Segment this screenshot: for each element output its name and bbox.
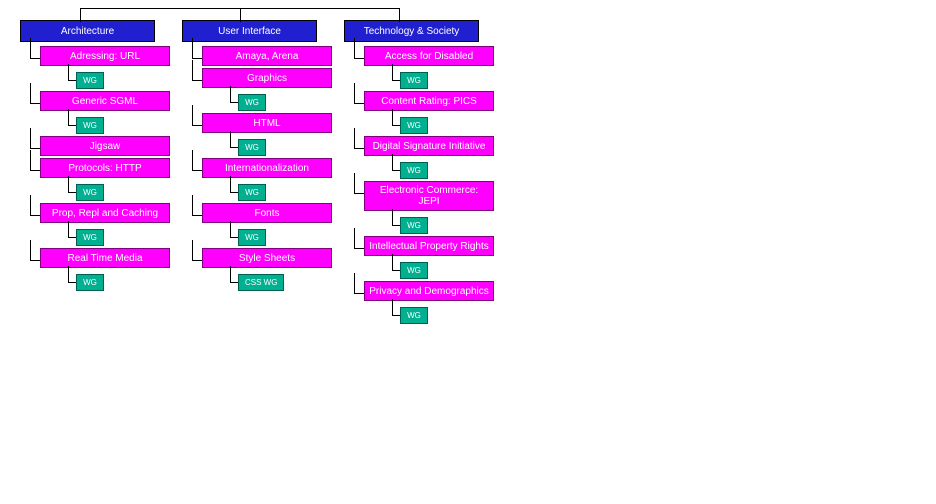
item-box: Graphics	[202, 68, 332, 88]
item-box: Protocols: HTTP	[40, 158, 170, 178]
sub-box: WG	[238, 184, 266, 201]
sub-node: WG	[384, 160, 494, 179]
tree-item: Electronic Commerce: JEPI WG	[344, 181, 494, 234]
sub-box: WG	[76, 117, 104, 134]
items-list: Amaya, ArenaGraphicsWGHTMLWGInternationa…	[182, 46, 332, 291]
tree-item: Graphics WG	[182, 68, 332, 111]
item-box: Privacy and Demographics	[364, 281, 494, 301]
column-header: Technology & Society	[344, 20, 479, 42]
item-box: Generic SGML	[40, 91, 170, 111]
column-header: Architecture	[20, 20, 155, 42]
sub-node: WG	[222, 182, 332, 201]
column-2: Technology & Society Access for Disabled W…	[344, 20, 494, 324]
org-tree-diagram: ArchitectureAdressing: URLWGGeneric SGML…	[0, 0, 936, 324]
column-0: ArchitectureAdressing: URLWGGeneric SGML…	[20, 20, 170, 324]
item-box: Fonts	[202, 203, 332, 223]
item-box: Content Rating: PICS	[364, 91, 494, 111]
sub-box: WG	[76, 72, 104, 89]
tree-item: Real Time Media WG	[20, 248, 170, 291]
sub-node: WG	[384, 215, 494, 234]
sub-box: WG	[400, 307, 428, 324]
sub-node: WG	[60, 115, 170, 134]
item-box: Intellectual Property Rights	[364, 236, 494, 256]
column-1: User InterfaceAmaya, ArenaGraphicsWGHTML…	[182, 20, 332, 324]
sub-box: WG	[400, 162, 428, 179]
item-box: Amaya, Arena	[202, 46, 332, 66]
sub-box: WG	[400, 262, 428, 279]
sub-node: WG	[60, 272, 170, 291]
tree-item: Internationalization WG	[182, 158, 332, 201]
item-box: Electronic Commerce: JEPI	[364, 181, 494, 211]
sub-node: WG	[222, 92, 332, 111]
tree-item: Prop, Repl and Caching WG	[20, 203, 170, 246]
sub-box: WG	[76, 184, 104, 201]
sub-box: WG	[76, 274, 104, 291]
sub-box: WG	[400, 72, 428, 89]
sub-box: WG	[238, 139, 266, 156]
item-box: Access for Disabled	[364, 46, 494, 66]
tree-item: HTML WG	[182, 113, 332, 156]
sub-node: WG	[60, 182, 170, 201]
tree-item: Style Sheets CSS WG	[182, 248, 332, 291]
tree-item: Jigsaw	[20, 136, 170, 156]
item-box: HTML	[202, 113, 332, 133]
sub-box: WG	[238, 94, 266, 111]
columns-container: ArchitectureAdressing: URLWGGeneric SGML…	[0, 20, 936, 324]
sub-node: WG	[222, 137, 332, 156]
item-box: Adressing: URL	[40, 46, 170, 66]
item-box: Digital Signature Initiative	[364, 136, 494, 156]
tree-item: Generic SGML WG	[20, 91, 170, 134]
sub-node: WG	[222, 227, 332, 246]
sub-node: WG	[384, 115, 494, 134]
item-box: Style Sheets	[202, 248, 332, 268]
tree-item: Amaya, Arena	[182, 46, 332, 66]
tree-item: Content Rating: PICS WG	[344, 91, 494, 134]
items-list: Access for DisabledWGContent Rating: PIC…	[344, 46, 494, 324]
sub-node: WG	[384, 305, 494, 324]
sub-node: WG	[60, 70, 170, 89]
tree-item: Privacy and Demographics WG	[344, 281, 494, 324]
sub-node: WG	[60, 227, 170, 246]
top-connector-mid	[240, 8, 241, 22]
tree-item: Intellectual Property Rights WG	[344, 236, 494, 279]
sub-node: WG	[384, 260, 494, 279]
sub-box: CSS WG	[238, 274, 284, 291]
sub-box: WG	[76, 229, 104, 246]
tree-item: Fonts WG	[182, 203, 332, 246]
tree-item: Adressing: URL WG	[20, 46, 170, 89]
item-box: Real Time Media	[40, 248, 170, 268]
sub-box: WG	[238, 229, 266, 246]
sub-node: WG	[384, 70, 494, 89]
tree-item: Access for Disabled WG	[344, 46, 494, 89]
item-box: Prop, Repl and Caching	[40, 203, 170, 223]
tree-item: Digital Signature Initiative WG	[344, 136, 494, 179]
sub-box: WG	[400, 217, 428, 234]
sub-box: WG	[400, 117, 428, 134]
item-box: Internationalization	[202, 158, 332, 178]
sub-node: CSS WG	[222, 272, 332, 291]
tree-item: Protocols: HTTP WG	[20, 158, 170, 201]
column-header: User Interface	[182, 20, 317, 42]
items-list: Adressing: URL WG Generic SGML WG JigsawProt…	[20, 46, 170, 291]
item-box: Jigsaw	[40, 136, 170, 156]
